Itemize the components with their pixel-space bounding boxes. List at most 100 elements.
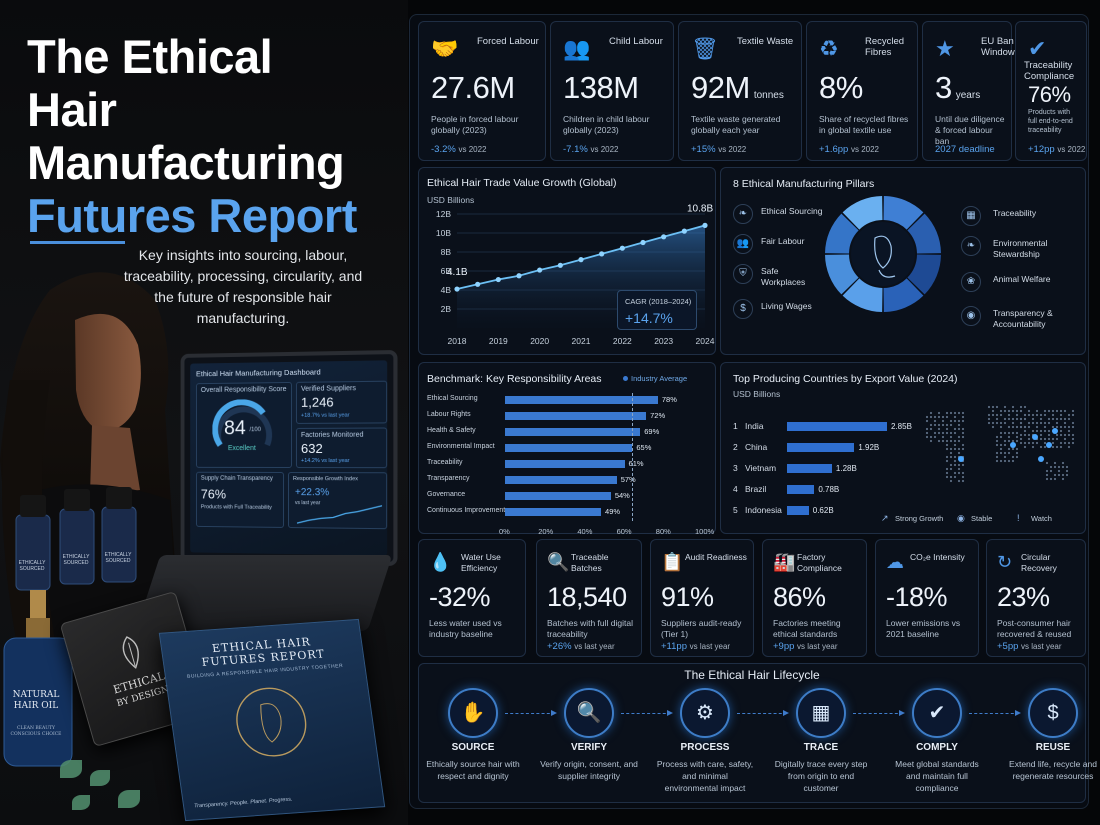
map-dot [1012, 440, 1014, 442]
map-dot [1000, 436, 1002, 438]
map-dot [1028, 414, 1030, 416]
map-dot [1046, 474, 1048, 476]
map-dot [954, 416, 956, 418]
map-dot [938, 432, 940, 434]
kpi-value: 76% [1028, 82, 1071, 108]
map-dot [1016, 414, 1018, 416]
map-dot [1020, 418, 1022, 420]
x-tick-label: 2020 [530, 336, 549, 346]
impact-value: 18,540 [547, 582, 627, 613]
benchmark-card: Benchmark: Key Responsibility Areas Indu… [418, 362, 716, 534]
map-dot [934, 420, 936, 422]
map-dot [1012, 456, 1014, 458]
impact-value: -18% [886, 582, 947, 613]
map-dot [1068, 446, 1070, 448]
map-dot [1048, 418, 1050, 420]
map-highlight [1046, 442, 1052, 448]
legend-label: Stable [971, 514, 992, 523]
map-dot [1020, 406, 1022, 408]
lifecycle-title: The Ethical Hair Lifecycle [419, 668, 1085, 682]
kpi-vs: vs 2022 [718, 145, 746, 154]
map-dot [1052, 418, 1054, 420]
map-dot [954, 464, 956, 466]
eucalyptus-leaf [72, 795, 90, 810]
kpi-change: -3.2% vs 2022 [431, 144, 487, 155]
report-subtitle: Key insights into sourcing, labour, trac… [118, 245, 368, 329]
map-dot [1020, 438, 1022, 440]
map-dot [954, 472, 956, 474]
benchmark-bar [505, 396, 658, 404]
map-dot [1060, 414, 1062, 416]
map-dot [1060, 446, 1062, 448]
map-dot [1068, 414, 1070, 416]
map-dot [1000, 452, 1002, 454]
map-dot [1016, 410, 1018, 412]
country-bar [787, 464, 832, 473]
map-dot [950, 436, 952, 438]
clipboard-icon: 📋 [661, 552, 683, 573]
map-dot [942, 440, 944, 442]
water-drop-icon: 💧 [429, 552, 451, 573]
map-dot [946, 468, 948, 470]
lifecycle-arrow [969, 713, 1019, 714]
map-dot [1004, 418, 1006, 420]
map-dot [1024, 406, 1026, 408]
country-value-label: 2.85B [891, 422, 912, 431]
impact-desc: Less water used vs industry baseline [429, 618, 523, 640]
map-dot [1050, 470, 1052, 472]
eye-icon: ◉ [961, 306, 981, 326]
map-dot [1008, 410, 1010, 412]
map-dot [934, 416, 936, 418]
kpi-change: +12pp vs 2022 [1028, 144, 1085, 155]
map-dot [996, 414, 998, 416]
kpi-vs: vs 2022 [590, 145, 618, 154]
pillar-label: Animal Welfare [993, 274, 1083, 285]
map-dot [996, 452, 998, 454]
impact-vs: vs last year [574, 642, 614, 651]
map-dot [946, 472, 948, 474]
map-dot [1012, 448, 1014, 450]
map-dot [1036, 414, 1038, 416]
map-dot [1000, 414, 1002, 416]
bar-category-label: Continuous Improvement [427, 507, 505, 514]
map-dot [1004, 410, 1006, 412]
map-dot [1052, 410, 1054, 412]
map-dot [938, 424, 940, 426]
map-dot [938, 428, 940, 430]
map-dot [946, 476, 948, 478]
impact-label: Circular Recovery [1021, 552, 1081, 574]
map-dot [1040, 446, 1042, 448]
lifecycle-step-desc: Meet global standards and maintain full … [887, 758, 987, 794]
map-dot [930, 428, 932, 430]
pillars-donut [823, 194, 943, 314]
map-dot [962, 420, 964, 422]
countries-card: Top Producing Countries by Export Value … [720, 362, 1086, 534]
bar-category-label: Health & Safety [427, 427, 476, 434]
map-dot [930, 416, 932, 418]
tablet-title: Ethical Hair Manufacturing Dashboard [196, 367, 381, 379]
people-icon: 👥 [733, 234, 753, 254]
map-dot [938, 440, 940, 442]
map-dot [950, 452, 952, 454]
map-dot [942, 436, 944, 438]
map-dot [1008, 452, 1010, 454]
map-dot [958, 420, 960, 422]
map-dot [958, 452, 960, 454]
lifecycle-step-desc: Extend life, recycle and regenerate reso… [1003, 758, 1100, 782]
map-dot [1044, 426, 1046, 428]
shield-icon: ⛨ [733, 264, 753, 284]
x-tick-label: 80% [656, 527, 671, 536]
map-dot [950, 432, 952, 434]
map-dot [992, 426, 994, 428]
map-dot [1032, 422, 1034, 424]
eucalyptus-leaf [90, 770, 110, 786]
kpi-change-value: -3.2% [431, 144, 456, 155]
impact-vs: vs last year [797, 642, 837, 651]
kpi-desc: Share of recycled fibres in global texti… [819, 114, 911, 136]
map-dot [1044, 430, 1046, 432]
map-dot [1044, 438, 1046, 440]
map-dot [954, 420, 956, 422]
map-dot [938, 416, 940, 418]
map-dot [946, 456, 948, 458]
kpi-label: Textile Waste [737, 36, 803, 47]
